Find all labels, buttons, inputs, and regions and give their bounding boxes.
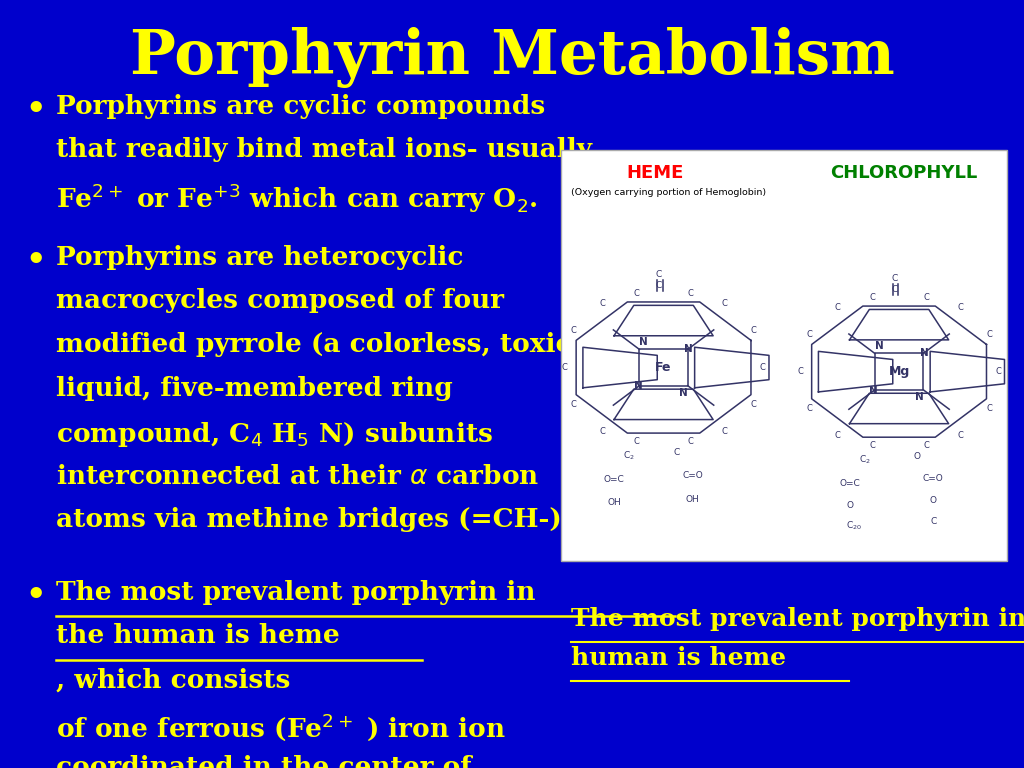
- Text: C: C: [688, 437, 693, 446]
- Text: N: N: [874, 341, 884, 351]
- Text: , which consists: , which consists: [56, 667, 291, 692]
- Text: CHLOROPHYLL: CHLOROPHYLL: [830, 164, 978, 181]
- Text: C: C: [869, 442, 874, 451]
- Text: C$_2$: C$_2$: [624, 449, 635, 462]
- Text: liquid, five-membered ring: liquid, five-membered ring: [56, 376, 453, 401]
- Text: C: C: [924, 293, 929, 302]
- Text: C: C: [957, 432, 964, 440]
- Text: C: C: [835, 432, 841, 440]
- Text: N: N: [914, 392, 924, 402]
- Text: C: C: [986, 330, 992, 339]
- Text: N: N: [639, 337, 648, 347]
- Text: C=O: C=O: [923, 474, 944, 483]
- Text: C: C: [924, 442, 929, 451]
- Text: atoms via methine bridges (=CH-).: atoms via methine bridges (=CH-).: [56, 508, 571, 532]
- Text: C: C: [599, 427, 605, 436]
- Text: C: C: [570, 400, 577, 409]
- FancyBboxPatch shape: [561, 150, 1007, 561]
- Text: •: •: [26, 94, 46, 124]
- Text: N: N: [869, 386, 879, 396]
- Text: •: •: [26, 245, 46, 276]
- Text: C: C: [835, 303, 841, 312]
- Text: C$_{20}$: C$_{20}$: [846, 519, 862, 532]
- Text: coordinated in the center of: coordinated in the center of: [56, 755, 472, 768]
- Text: HEME: HEME: [627, 164, 684, 181]
- Text: C: C: [634, 437, 639, 446]
- Text: Fe: Fe: [655, 361, 672, 374]
- Text: C: C: [986, 404, 992, 413]
- Text: Porphyrins are heterocyclic: Porphyrins are heterocyclic: [56, 245, 464, 270]
- Text: C: C: [892, 285, 898, 293]
- Text: C: C: [995, 367, 1001, 376]
- Text: C: C: [869, 293, 874, 302]
- Text: C: C: [806, 404, 812, 413]
- Text: C=O: C=O: [682, 471, 702, 480]
- Text: N: N: [920, 348, 929, 358]
- Text: C: C: [599, 299, 605, 308]
- Text: C: C: [892, 274, 898, 283]
- Text: C: C: [806, 330, 812, 339]
- Text: C: C: [722, 427, 728, 436]
- Text: that readily bind metal ions- usually: that readily bind metal ions- usually: [56, 137, 592, 163]
- Text: C: C: [634, 289, 639, 298]
- Text: O=C: O=C: [603, 475, 625, 484]
- Text: Mg: Mg: [889, 365, 909, 378]
- Text: C: C: [797, 367, 803, 376]
- Text: C: C: [656, 270, 663, 279]
- Text: •: •: [26, 580, 46, 611]
- Text: interconnected at their $\alpha$ carbon: interconnected at their $\alpha$ carbon: [56, 464, 540, 488]
- Text: The most prevalent porphyrin in the: The most prevalent porphyrin in the: [571, 607, 1024, 631]
- Text: Porphyrins are cyclic compounds: Porphyrins are cyclic compounds: [56, 94, 546, 119]
- Text: C: C: [930, 517, 936, 526]
- Text: macrocycles composed of four: macrocycles composed of four: [56, 289, 504, 313]
- Text: N: N: [679, 388, 688, 399]
- Text: C: C: [751, 400, 757, 409]
- Text: C: C: [722, 299, 728, 308]
- Text: C$_2$: C$_2$: [859, 453, 870, 465]
- Text: O: O: [913, 452, 921, 461]
- Text: N: N: [684, 343, 693, 353]
- Text: (Oxygen carrying portion of Hemoglobin): (Oxygen carrying portion of Hemoglobin): [571, 188, 767, 197]
- Text: the human is heme: the human is heme: [56, 624, 340, 648]
- Text: N: N: [634, 382, 643, 392]
- Text: O: O: [846, 501, 853, 510]
- Text: C: C: [570, 326, 577, 335]
- Text: human is heme: human is heme: [571, 646, 786, 670]
- Text: C: C: [957, 303, 964, 312]
- Text: modified pyrrole (a colorless, toxic,: modified pyrrole (a colorless, toxic,: [56, 333, 582, 357]
- Text: The most prevalent porphyrin in: The most prevalent porphyrin in: [56, 580, 536, 604]
- Text: C: C: [688, 289, 693, 298]
- Text: O=C: O=C: [839, 478, 860, 488]
- Text: C: C: [751, 326, 757, 335]
- Text: O: O: [930, 495, 937, 505]
- Text: Porphyrin Metabolism: Porphyrin Metabolism: [130, 27, 894, 88]
- Text: C: C: [561, 363, 567, 372]
- Text: compound, C$_4$ H$_5$ N) subunits: compound, C$_4$ H$_5$ N) subunits: [56, 420, 494, 449]
- Text: of one ferrous (Fe$^{2+}$ ) iron ion: of one ferrous (Fe$^{2+}$ ) iron ion: [56, 711, 506, 743]
- Text: C: C: [656, 280, 663, 290]
- Text: C: C: [674, 448, 680, 456]
- Text: Fe$^{2+}$ or Fe$^{+3}$ which can carry O$_2$.: Fe$^{2+}$ or Fe$^{+3}$ which can carry O…: [56, 181, 538, 215]
- Text: OH: OH: [607, 498, 621, 507]
- Text: OH: OH: [685, 495, 699, 504]
- Text: C: C: [760, 363, 766, 372]
